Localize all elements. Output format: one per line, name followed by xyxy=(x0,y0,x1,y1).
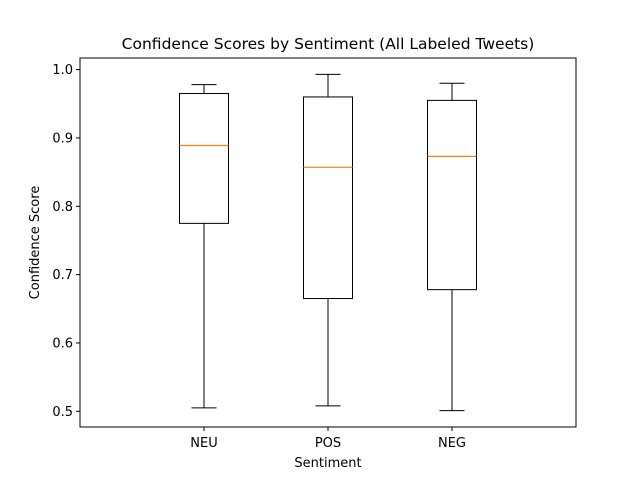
y-tick-label: 0.8 xyxy=(52,200,73,215)
x-axis-label: Sentiment xyxy=(294,456,361,471)
x-axis: NEU POS NEG xyxy=(190,427,466,451)
boxes xyxy=(179,73,477,412)
y-axis-label: Confidence Score xyxy=(28,186,43,300)
y-tick-label: 1.0 xyxy=(52,63,73,78)
x-tick-label-neu: NEU xyxy=(190,436,217,451)
chart-title: Confidence Scores by Sentiment (All Labe… xyxy=(122,35,535,53)
box-neu xyxy=(179,84,229,409)
y-axis: 0.5 0.6 0.7 0.8 0.9 1.0 xyxy=(52,63,80,420)
x-tick-label-pos: POS xyxy=(315,436,341,451)
y-tick-label: 0.5 xyxy=(52,405,73,420)
box-pos xyxy=(303,73,353,407)
y-tick-label: 0.9 xyxy=(52,131,73,146)
iqr-box-neu xyxy=(179,93,229,224)
box-neg xyxy=(427,82,477,412)
iqr-box-pos xyxy=(303,96,353,300)
y-tick-label: 0.6 xyxy=(52,336,73,351)
y-tick-label: 0.7 xyxy=(52,268,73,283)
iqr-box-neg xyxy=(427,99,477,291)
x-tick-label-neg: NEG xyxy=(438,436,466,451)
